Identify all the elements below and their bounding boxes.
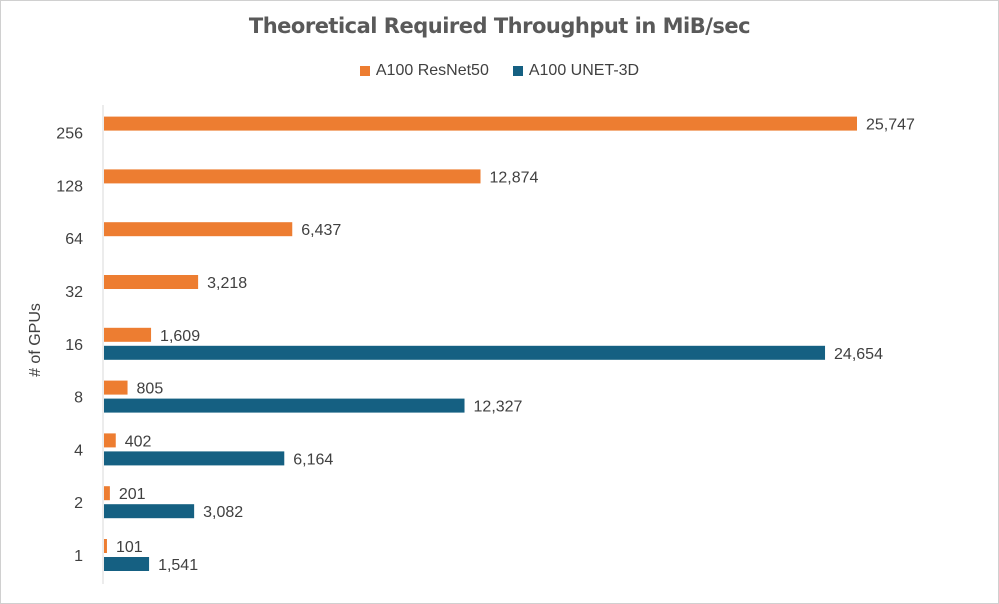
data-label: 101 bbox=[116, 539, 143, 556]
legend: A100 ResNet50 A100 UNET-3D bbox=[0, 62, 999, 80]
bar-unet3d bbox=[104, 504, 195, 519]
data-label: 6,437 bbox=[301, 222, 341, 239]
legend-swatch-resnet50 bbox=[359, 66, 370, 76]
y-tick-label: 2 bbox=[74, 495, 83, 512]
bar-unet3d bbox=[104, 557, 150, 571]
legend-item-resnet50: A100 ResNet50 bbox=[359, 62, 489, 80]
data-label: 201 bbox=[119, 486, 146, 503]
data-label: 3,082 bbox=[203, 504, 243, 521]
y-tick-label: 4 bbox=[74, 442, 83, 459]
bar-resnet50 bbox=[104, 327, 152, 342]
legend-item-unet3d: A100 UNET-3D bbox=[512, 62, 640, 80]
data-label: 6,164 bbox=[293, 451, 333, 468]
data-label: 12,874 bbox=[490, 169, 539, 186]
data-label: 24,654 bbox=[834, 346, 883, 363]
data-label: 1,609 bbox=[160, 328, 200, 345]
chart-title: Theoretical Required Throughput in MiB/s… bbox=[248, 14, 751, 38]
bar-resnet50 bbox=[104, 380, 128, 395]
bar-unet3d bbox=[104, 345, 826, 360]
bar-resnet50 bbox=[104, 116, 857, 131]
bar-resnet50 bbox=[104, 169, 481, 184]
legend-label-resnet50: A100 ResNet50 bbox=[375, 62, 489, 79]
bar-resnet50 bbox=[104, 539, 107, 553]
data-label: 805 bbox=[137, 381, 164, 398]
data-label: 402 bbox=[125, 433, 152, 450]
y-tick-label: 32 bbox=[65, 284, 83, 301]
y-tick-label: 256 bbox=[56, 126, 83, 143]
data-label: 12,327 bbox=[474, 399, 523, 416]
bar-unet3d bbox=[104, 398, 465, 413]
bar-resnet50 bbox=[104, 275, 199, 289]
data-label: 3,218 bbox=[207, 275, 247, 292]
data-label: 1,541 bbox=[158, 557, 198, 574]
bar-resnet50 bbox=[104, 486, 110, 501]
bar-resnet50 bbox=[104, 433, 116, 448]
bar-unet3d bbox=[104, 451, 285, 466]
y-tick-label: 1 bbox=[74, 548, 83, 565]
y-tick-label: 16 bbox=[65, 337, 83, 354]
legend-label-unet3d: A100 UNET-3D bbox=[528, 62, 640, 79]
data-label: 25,747 bbox=[866, 117, 915, 134]
y-tick-label: 8 bbox=[74, 390, 83, 407]
bar-resnet50 bbox=[104, 222, 293, 237]
legend-swatch-unet3d bbox=[512, 66, 523, 76]
y-tick-label: 64 bbox=[65, 231, 83, 248]
y-tick-label: 128 bbox=[56, 178, 83, 195]
